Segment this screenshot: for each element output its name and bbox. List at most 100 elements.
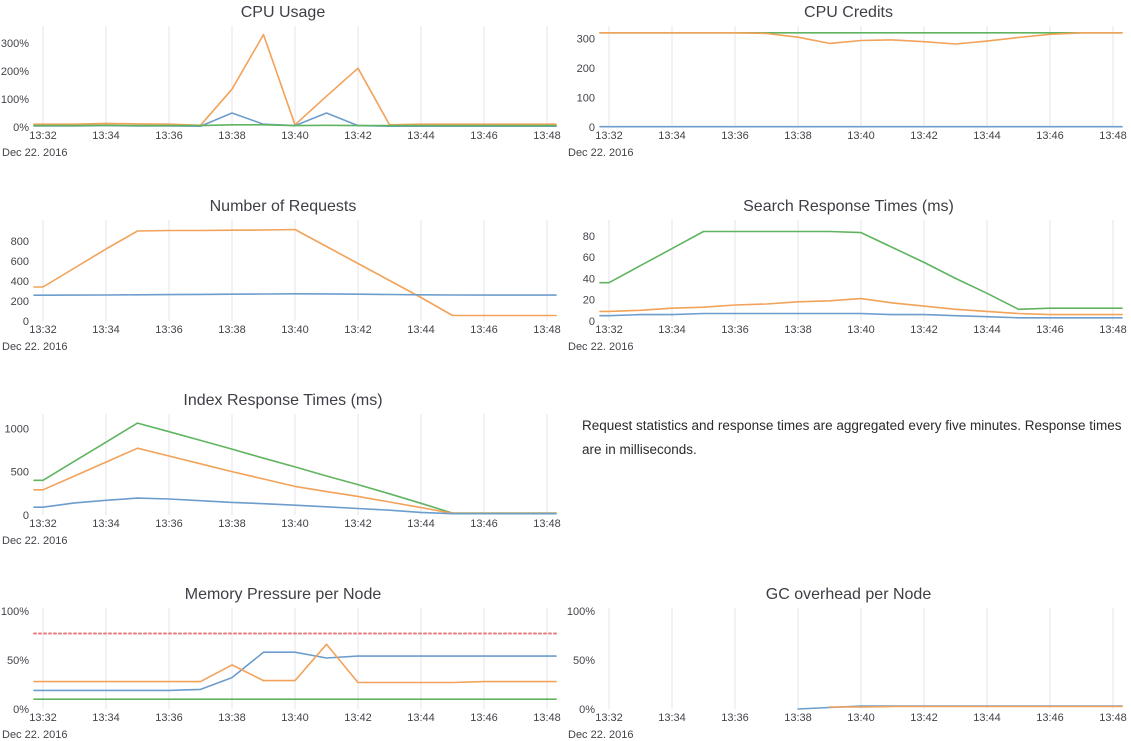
chart-gc-overhead: GC overhead per Node 13:32 13:34 13:36 13:3…	[566, 582, 1131, 741]
svg-text:0: 0	[589, 316, 595, 328]
svg-text:1000: 1000	[5, 423, 29, 435]
svg-text:13:34: 13:34	[658, 130, 686, 142]
svg-text:13:48: 13:48	[533, 130, 561, 142]
svg-text:13:36: 13:36	[155, 130, 183, 142]
cpu-usage-plot-area[interactable]: 13:32 13:34 13:36 13:38 13:40 13:42 13:44 13:46…	[0, 23, 565, 163]
chart-title-cpu-usage: CPU Usage	[240, 4, 326, 21]
svg-text:13:44: 13:44	[973, 130, 1001, 142]
svg-text:80: 80	[583, 231, 595, 243]
svg-text:100%: 100%	[1, 606, 29, 618]
svg-text:13:36: 13:36	[155, 324, 183, 336]
svg-text:13:32: 13:32	[29, 324, 57, 336]
svg-text:13:44: 13:44	[407, 130, 435, 142]
svg-text:13:46: 13:46	[470, 130, 498, 142]
svg-text:13:32: 13:32	[595, 324, 623, 336]
svg-text:13:34: 13:34	[658, 324, 686, 336]
svg-text:13:34: 13:34	[92, 518, 120, 530]
svg-text:13:44: 13:44	[407, 712, 435, 724]
svg-text:50%: 50%	[7, 655, 29, 667]
svg-text:13:38: 13:38	[218, 518, 246, 530]
svg-text:13:48: 13:48	[1099, 130, 1127, 142]
svg-text:13:34: 13:34	[92, 324, 120, 336]
chart-title-search-response-times: Search Response Times (ms)	[743, 198, 954, 215]
svg-text:13:38: 13:38	[218, 324, 246, 336]
chart-title-number-of-requests: Number of Requests	[209, 198, 357, 215]
svg-text:13:44: 13:44	[973, 324, 1001, 336]
svg-text:13:38: 13:38	[218, 712, 246, 724]
svg-text:13:36: 13:36	[155, 712, 183, 724]
cpu-credits-plot-area[interactable]: 13:32 13:34 13:36 13:38 13:40 13:42 13:44 13:46…	[566, 23, 1131, 163]
svg-text:13:44: 13:44	[973, 712, 1001, 724]
note-response-times: Request statistics and response times ar…	[566, 388, 1131, 582]
search-response-times-plot-area[interactable]: 13:32 13:34 13:36 13:38 13:40 13:42 13:44 13:46…	[566, 217, 1131, 357]
gc-overhead-plot-area[interactable]: 13:32 13:34 13:36 13:38 13:40 13:42 13:44 13:46…	[566, 605, 1131, 741]
svg-text:0: 0	[23, 316, 29, 328]
svg-text:60: 60	[583, 252, 595, 264]
svg-text:13:34: 13:34	[92, 130, 120, 142]
svg-text:Dec 22. 2016: Dec 22. 2016	[568, 729, 633, 741]
svg-text:13:36: 13:36	[721, 130, 749, 142]
svg-text:0%: 0%	[13, 122, 29, 134]
svg-text:13:46: 13:46	[470, 324, 498, 336]
chart-title-memory-pressure: Memory Pressure per Node	[184, 586, 382, 603]
svg-text:13:40: 13:40	[847, 712, 875, 724]
svg-text:13:42: 13:42	[910, 712, 938, 724]
svg-text:13:32: 13:32	[29, 130, 57, 142]
svg-text:13:46: 13:46	[1036, 130, 1064, 142]
svg-text:13:42: 13:42	[910, 324, 938, 336]
svg-text:13:46: 13:46	[1036, 712, 1064, 724]
number-of-requests-plot-area[interactable]: 13:32 13:34 13:36 13:38 13:40 13:42 13:44 13:46…	[0, 217, 565, 357]
svg-text:100%: 100%	[567, 606, 595, 618]
svg-text:13:40: 13:40	[847, 324, 875, 336]
chart-title-gc-overhead: GC overhead per Node	[765, 586, 932, 603]
chart-title-cpu-credits: CPU Credits	[804, 4, 893, 21]
svg-text:13:42: 13:42	[344, 324, 372, 336]
svg-text:13:48: 13:48	[533, 712, 561, 724]
chart-search-response-times: Search Response Times (ms) 13:32 13:34 13:…	[566, 194, 1131, 388]
chart-cpu-credits: CPU Credits 13:32 13:34 13:36 13:38 13:40 13:…	[566, 0, 1131, 194]
svg-text:13:38: 13:38	[784, 712, 812, 724]
svg-text:13:32: 13:32	[29, 712, 57, 724]
svg-text:13:46: 13:46	[470, 518, 498, 530]
svg-text:Dec 22. 2016: Dec 22. 2016	[2, 535, 67, 547]
svg-text:100%: 100%	[1, 94, 29, 106]
svg-text:Dec 22. 2016: Dec 22. 2016	[2, 341, 67, 353]
svg-text:200: 200	[11, 296, 29, 308]
svg-text:13:40: 13:40	[281, 324, 309, 336]
svg-text:13:46: 13:46	[470, 712, 498, 724]
svg-text:13:32: 13:32	[595, 712, 623, 724]
svg-text:13:40: 13:40	[281, 518, 309, 530]
svg-text:13:42: 13:42	[344, 518, 372, 530]
svg-text:0%: 0%	[579, 704, 595, 716]
chart-number-of-requests: Number of Requests 13:32 13:34 13:36 13:38 1…	[0, 194, 566, 388]
svg-text:Dec 22. 2016: Dec 22. 2016	[2, 147, 67, 159]
index-response-times-plot-area[interactable]: 13:32 13:34 13:36 13:38 13:40 13:42 13:44 13:46…	[0, 411, 565, 551]
svg-text:13:36: 13:36	[721, 324, 749, 336]
svg-text:13:40: 13:40	[281, 712, 309, 724]
svg-text:Dec 22. 2016: Dec 22. 2016	[568, 341, 633, 353]
svg-text:0%: 0%	[13, 704, 29, 716]
chart-title-index-response-times: Index Response Times (ms)	[183, 392, 383, 409]
svg-text:300%: 300%	[1, 38, 29, 50]
svg-text:Dec 22. 2016: Dec 22. 2016	[2, 729, 67, 741]
svg-text:13:34: 13:34	[92, 712, 120, 724]
svg-text:13:42: 13:42	[344, 130, 372, 142]
svg-text:400: 400	[11, 276, 29, 288]
svg-text:13:36: 13:36	[155, 518, 183, 530]
svg-text:200: 200	[577, 63, 595, 75]
chart-cpu-usage: CPU Usage 13:32 13:34 13:36 13:38 13:40 13:42…	[0, 0, 566, 194]
chart-index-response-times: Index Response Times (ms) 13:32 13:34 13:3…	[0, 388, 566, 582]
svg-text:0: 0	[23, 510, 29, 522]
svg-text:13:42: 13:42	[344, 712, 372, 724]
svg-text:13:38: 13:38	[784, 130, 812, 142]
svg-text:13:48: 13:48	[533, 518, 561, 530]
note-text: Request statistics and response times ar…	[582, 418, 1122, 458]
svg-text:20: 20	[583, 295, 595, 307]
svg-text:0: 0	[589, 122, 595, 134]
memory-pressure-plot-area[interactable]: 13:32 13:34 13:36 13:38 13:40 13:42 13:44 13:46…	[0, 605, 565, 741]
svg-text:50%: 50%	[573, 655, 595, 667]
svg-text:13:46: 13:46	[1036, 324, 1064, 336]
svg-text:13:38: 13:38	[218, 130, 246, 142]
svg-text:Dec 22. 2016: Dec 22. 2016	[568, 147, 633, 159]
